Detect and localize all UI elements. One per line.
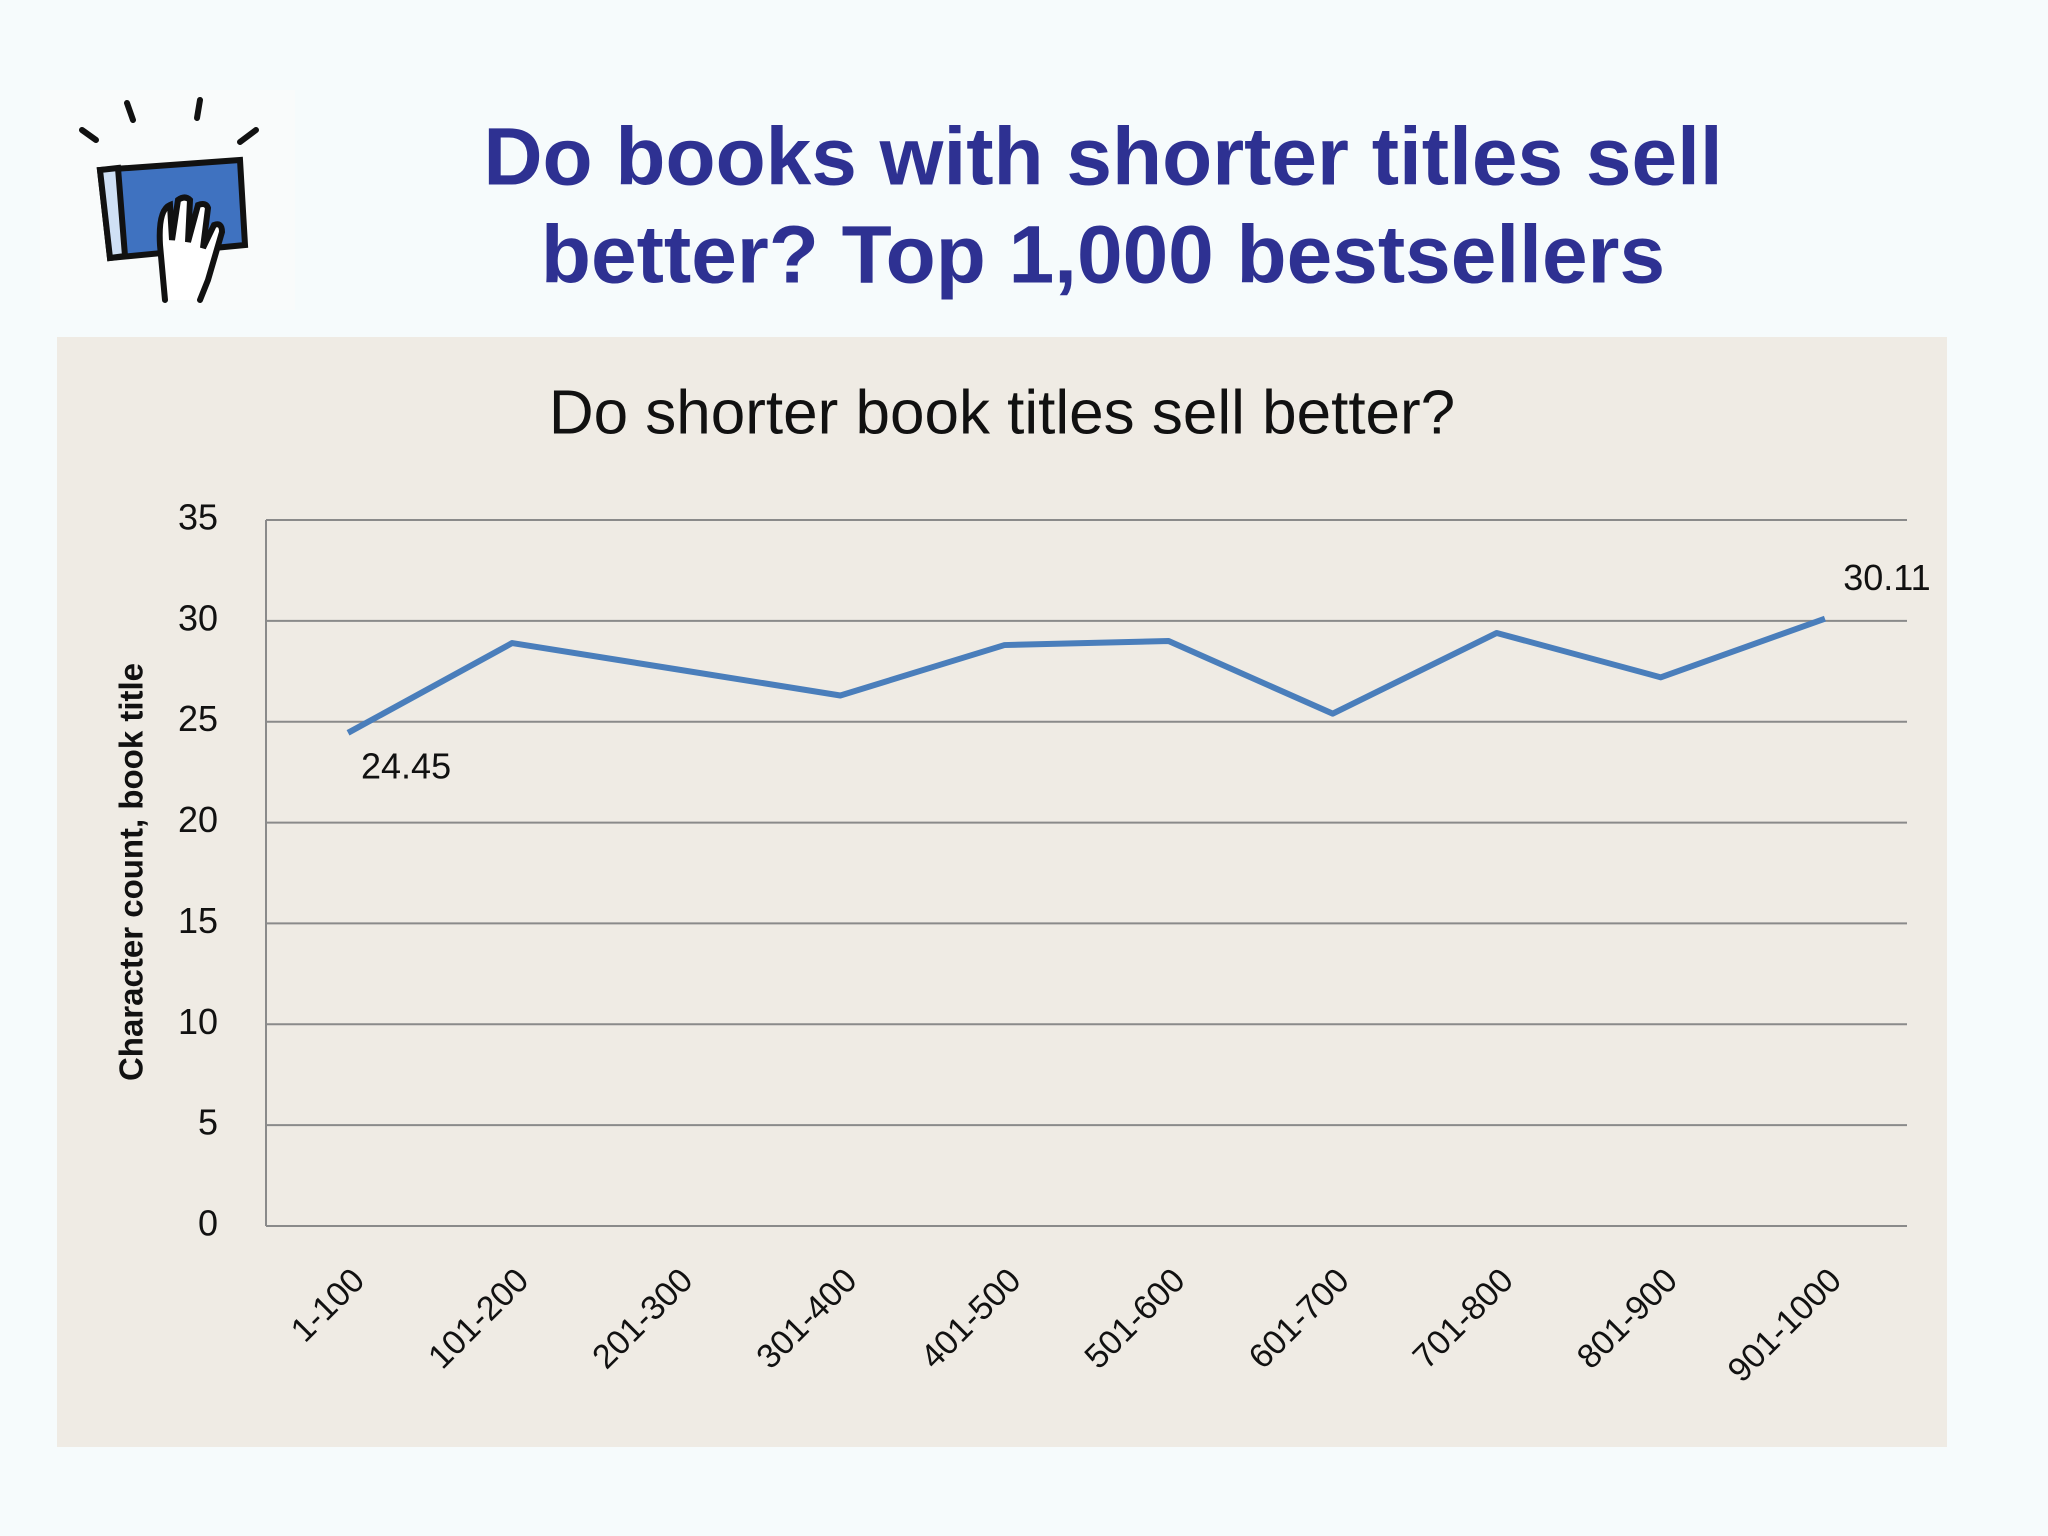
- y-tick-label: 10: [178, 1001, 218, 1042]
- heading-line: better? Top 1,000 bestsellers: [541, 210, 1665, 301]
- y-tick-label: 15: [178, 900, 218, 941]
- y-tick-label: 0: [198, 1203, 218, 1244]
- data-label: 24.45: [361, 745, 451, 786]
- y-tick-label: 25: [178, 698, 218, 739]
- y-tick-label: 20: [178, 799, 218, 840]
- chart-title: Do shorter book titles sell better?: [549, 378, 1455, 447]
- book-icon: [79, 97, 259, 303]
- y-tick-label: 30: [178, 597, 218, 638]
- data-line: [346, 615, 1826, 736]
- y-axis-title: Character count, book title: [113, 663, 150, 1081]
- chart-panel: [57, 337, 1947, 1447]
- data-label: 30.11: [1843, 557, 1930, 598]
- y-tick-label: 35: [178, 497, 218, 538]
- heading-line: Do books with shorter titles sell: [483, 112, 1722, 203]
- y-tick-label: 5: [198, 1102, 218, 1143]
